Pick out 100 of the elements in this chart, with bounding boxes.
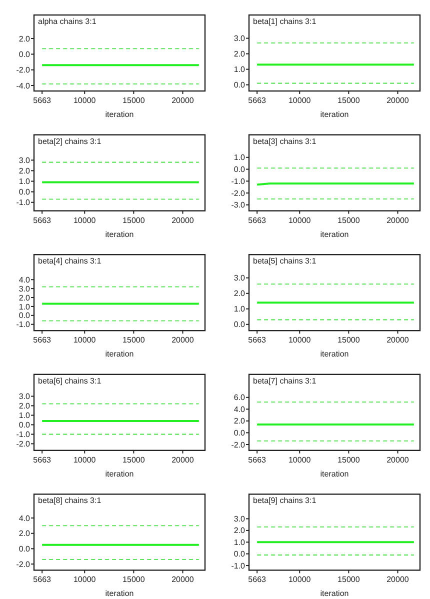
y-tick-label: -1.0 [16, 198, 31, 208]
y-tick-label: -2.0 [16, 66, 31, 75]
x-axis-title: iteration [105, 469, 134, 478]
x-tick-label: 15000 [122, 455, 146, 464]
y-tick-label: 1.0 [234, 153, 246, 162]
x-tick-label: 10000 [288, 96, 312, 105]
x-tick-label: 10000 [74, 336, 96, 345]
x-tick-label: 20000 [386, 216, 410, 225]
x-tick-label: 15000 [122, 336, 146, 345]
y-tick-label: 2.0 [18, 34, 31, 44]
x-tick-label: 10000 [74, 216, 96, 225]
x-tick-label: 5663 [248, 216, 267, 225]
y-tick-label: 0.0 [18, 188, 31, 197]
y-tick-label: -1.0 [231, 176, 246, 186]
y-tick-label: 4.0 [18, 275, 31, 284]
chart-title: beta[2] chains 3:1 [38, 136, 102, 146]
chart-title: alpha chains 3:1 [38, 17, 97, 26]
x-tick-label: 15000 [338, 96, 360, 105]
y-tick-label: 0.0 [18, 50, 31, 59]
x-tick-label: 10000 [288, 575, 312, 584]
chart-title: beta[4] chains 3:1 [38, 256, 102, 266]
y-tick-label: -2.0 [231, 188, 246, 198]
x-axis-title: iteration [320, 469, 349, 478]
x-tick-label: 15000 [122, 575, 146, 584]
x-tick-label: 20000 [386, 455, 410, 464]
x-tick-label: 5663 [33, 455, 52, 464]
x-axis-title: iteration [105, 589, 134, 598]
y-tick-label: 2.0 [18, 166, 31, 176]
x-tick-label: 15000 [338, 336, 360, 345]
x-tick-label: 20000 [386, 336, 410, 345]
x-axis-title: iteration [320, 110, 349, 119]
x-tick-label: 15000 [122, 216, 146, 225]
y-tick-label: 3.0 [18, 284, 31, 294]
y-tick-label: 2.0 [234, 50, 246, 59]
y-tick-label: 3.0 [18, 392, 31, 402]
y-tick-label: 0.0 [234, 80, 246, 90]
y-tick-label: 0.0 [234, 550, 246, 559]
x-axis-title: iteration [320, 350, 349, 359]
x-tick-label: 10000 [74, 96, 96, 105]
y-tick-label: -4.0 [16, 81, 31, 90]
chart-title: beta[9] chains 3:1 [253, 496, 317, 506]
x-tick-label: 5663 [33, 96, 52, 105]
x-tick-label: 20000 [172, 216, 194, 225]
y-tick-label: 0.0 [234, 165, 246, 174]
y-tick-label: -2.0 [16, 560, 31, 569]
y-tick-label: 0.0 [18, 311, 31, 320]
x-tick-label: 5663 [33, 336, 52, 345]
x-tick-label: 5663 [248, 455, 267, 464]
x-tick-label: 10000 [288, 455, 312, 464]
y-tick-label: -2.0 [231, 440, 246, 450]
y-tick-label: -1.0 [16, 430, 31, 440]
x-tick-label: 10000 [288, 216, 312, 225]
y-tick-label: 4.0 [234, 404, 246, 414]
x-tick-label: 5663 [248, 96, 267, 105]
x-tick-label: 5663 [248, 336, 267, 345]
y-tick-label: 1.0 [234, 65, 246, 74]
y-tick-label: 3.0 [234, 274, 246, 283]
y-tick-label: 3.0 [234, 34, 246, 44]
y-tick-label: -1.0 [231, 561, 246, 570]
y-tick-label: -3.0 [231, 200, 246, 210]
x-tick-label: 20000 [386, 96, 410, 105]
x-tick-label: 20000 [172, 96, 194, 105]
y-tick-label: 6.0 [234, 393, 246, 402]
y-tick-label: 2.0 [234, 416, 246, 426]
y-tick-label: 0.0 [18, 544, 31, 554]
y-tick-label: 2.0 [234, 289, 246, 298]
y-tick-label: 0.0 [234, 428, 246, 438]
x-tick-label: 10000 [74, 575, 96, 584]
x-tick-label: 20000 [172, 455, 194, 464]
y-tick-label: 2.0 [234, 526, 246, 536]
x-axis-title: iteration [105, 350, 134, 359]
x-tick-label: 15000 [122, 96, 146, 105]
x-tick-label: 5663 [33, 575, 52, 584]
y-tick-label: 1.0 [18, 411, 31, 420]
y-tick-label: 2.0 [18, 529, 31, 538]
y-tick-label: 2.0 [18, 402, 31, 411]
chart-title: beta[3] chains 3:1 [253, 136, 317, 146]
x-tick-label: 10000 [288, 336, 312, 345]
x-tick-label: 20000 [386, 575, 410, 584]
x-axis-title: iteration [105, 230, 134, 239]
x-tick-label: 15000 [338, 575, 360, 584]
y-tick-label: 1.0 [234, 304, 246, 314]
x-tick-label: 5663 [33, 216, 52, 225]
chart-title: beta[1] chains 3:1 [253, 17, 317, 26]
x-axis-title: iteration [320, 230, 349, 239]
x-axis-title: iteration [105, 110, 134, 119]
chart-title: beta[6] chains 3:1 [38, 376, 102, 386]
chart-title: beta[7] chains 3:1 [253, 376, 317, 386]
x-tick-label: 15000 [338, 216, 360, 225]
chart-title: beta[8] chains 3:1 [38, 496, 102, 506]
x-axis-title: iteration [320, 589, 349, 598]
y-tick-label: 2.0 [18, 293, 31, 302]
y-tick-label: -2.0 [16, 440, 31, 449]
y-tick-label: 4.0 [18, 514, 31, 523]
y-tick-label: -1.0 [16, 320, 31, 330]
y-tick-label: 3.0 [18, 156, 31, 165]
x-tick-label: 15000 [338, 455, 360, 464]
x-tick-label: 20000 [172, 336, 194, 345]
y-tick-label: 1.0 [234, 538, 246, 547]
y-tick-label: 1.0 [18, 177, 31, 186]
